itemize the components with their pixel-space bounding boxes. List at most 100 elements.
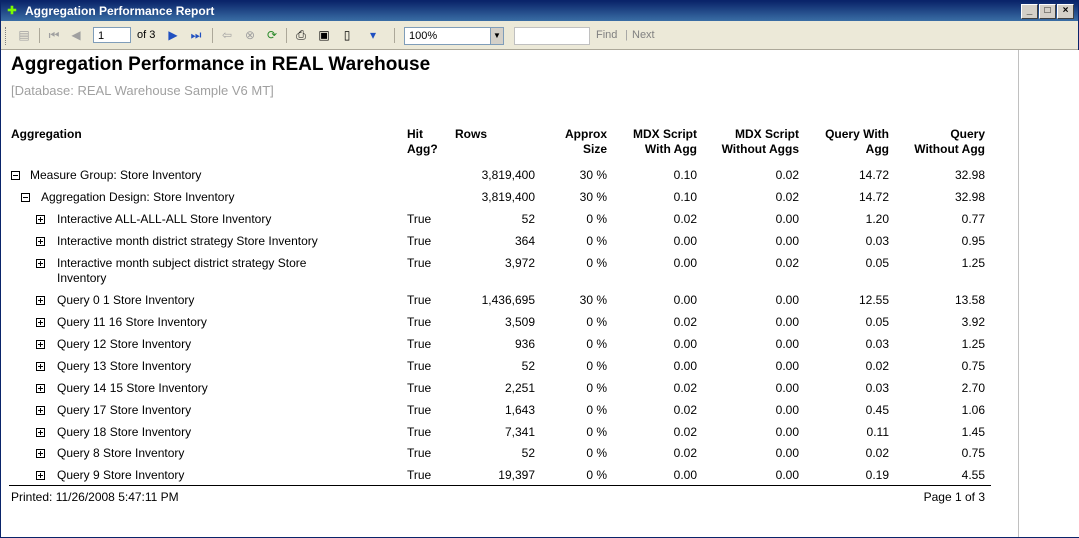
header-qwithout-line2: Without Agg xyxy=(914,142,985,156)
expand-icon[interactable] xyxy=(36,428,45,437)
expand-icon[interactable] xyxy=(36,362,45,371)
cell-rows: 19,397 xyxy=(498,468,535,482)
row-aggregation-name: Query 11 16 Store Inventory xyxy=(57,315,207,329)
cell-rows: 3,509 xyxy=(504,315,535,329)
header-mdx-without-line1: MDX Script xyxy=(734,127,799,141)
header-approx-line1: Approx xyxy=(565,127,607,141)
document-map-icon[interactable]: ▤ xyxy=(18,28,30,42)
next-link[interactable]: Next xyxy=(632,29,655,41)
minimize-button[interactable]: _ xyxy=(1021,4,1038,19)
collapse-icon[interactable] xyxy=(11,171,20,180)
row-aggregation-name: Query 9 Store Inventory xyxy=(57,468,185,482)
cell-mdx-with-agg: 0.02 xyxy=(673,212,697,226)
app-icon: ✚ xyxy=(7,5,17,17)
cell-approx-size: 0 % xyxy=(586,315,607,329)
header-query-with-agg: Query With Agg xyxy=(799,127,889,157)
zoom-value: 100% xyxy=(409,30,438,42)
stop-icon[interactable]: ⊗ xyxy=(244,28,256,42)
expand-icon[interactable] xyxy=(36,237,45,246)
cell-query-without-agg: 0.75 xyxy=(961,446,985,460)
cell-query-with-agg: 0.11 xyxy=(866,425,889,439)
cell-mdx-with-agg: 0.02 xyxy=(673,315,697,329)
find-link[interactable]: Find xyxy=(596,29,618,41)
close-button[interactable]: × xyxy=(1057,4,1074,19)
row-aggregation-name: Measure Group: Store Inventory xyxy=(30,168,202,182)
cell-query-with-agg: 14.72 xyxy=(858,190,889,204)
toolbar-separator xyxy=(212,28,213,43)
page-of-label: of 3 xyxy=(137,27,155,43)
report-body: Aggregation Performance in REAL Warehous… xyxy=(1,50,1018,537)
cell-query-with-agg: 0.02 xyxy=(865,446,889,460)
expand-icon[interactable] xyxy=(36,259,45,268)
cell-mdx-without-aggs: 0.00 xyxy=(775,446,799,460)
cell-mdx-with-agg: 0.02 xyxy=(673,446,697,460)
page-indicator: Page 1 of 3 xyxy=(923,490,985,504)
row-aggregation-name: Interactive month subject district strat… xyxy=(57,256,307,270)
row-aggregation-name: Query 14 15 Store Inventory xyxy=(57,381,208,395)
first-page-icon[interactable]: ⏮ xyxy=(48,28,60,42)
row-aggregation-name: Query 18 Store Inventory xyxy=(57,425,192,439)
chevron-down-icon[interactable]: ▼ xyxy=(490,28,503,44)
cell-hit-agg: True xyxy=(407,256,432,270)
cell-rows: 52 xyxy=(521,212,535,226)
cell-mdx-with-agg: 0.00 xyxy=(673,359,697,373)
cell-approx-size: 0 % xyxy=(586,425,607,439)
window-title: Aggregation Performance Report xyxy=(25,4,215,18)
expand-icon[interactable] xyxy=(36,340,45,349)
cell-hit-agg: True xyxy=(407,234,432,248)
expand-icon[interactable] xyxy=(36,296,45,305)
maximize-button[interactable]: □ xyxy=(1039,4,1056,19)
cell-query-without-agg: 1.25 xyxy=(961,256,985,270)
cell-query-without-agg: 0.75 xyxy=(961,359,985,373)
cell-approx-size: 0 % xyxy=(586,337,607,351)
row-aggregation-name: Interactive month district strategy Stor… xyxy=(57,234,318,248)
cell-mdx-without-aggs: 0.02 xyxy=(775,168,799,182)
back-icon[interactable]: ⇦ xyxy=(221,28,233,42)
cell-query-with-agg: 0.03 xyxy=(865,234,889,248)
expand-icon[interactable] xyxy=(36,215,45,224)
find-input[interactable] xyxy=(514,27,590,45)
current-page-input[interactable]: 1 xyxy=(93,27,131,43)
of-label: of xyxy=(137,29,147,41)
last-page-icon[interactable]: ⏭ xyxy=(190,28,202,42)
row-aggregation-name: Interactive ALL-ALL-ALL Store Inventory xyxy=(57,212,272,226)
cell-mdx-with-agg: 0.02 xyxy=(673,425,697,439)
zoom-select[interactable]: 100% ▼ xyxy=(404,27,504,45)
collapse-icon[interactable] xyxy=(21,193,30,202)
print-layout-icon[interactable]: ▣ xyxy=(318,28,330,42)
row-aggregation-name: Query 17 Store Inventory xyxy=(57,403,192,417)
cell-rows: 2,251 xyxy=(504,381,535,395)
cell-approx-size: 0 % xyxy=(586,446,607,460)
export-icon[interactable]: ▾ xyxy=(369,28,377,42)
print-icon[interactable]: ⎙ xyxy=(296,28,306,42)
header-hit-agg-line2: Agg? xyxy=(407,142,438,156)
cell-hit-agg: True xyxy=(407,212,432,226)
page-setup-icon[interactable]: ▯ xyxy=(343,28,351,42)
row-aggregation-name: Query 13 Store Inventory xyxy=(57,359,192,373)
cell-mdx-without-aggs: 0.02 xyxy=(775,256,799,270)
cell-rows: 1,643 xyxy=(504,403,535,417)
cell-mdx-without-aggs: 0.00 xyxy=(775,403,799,417)
next-page-icon[interactable]: ▶ xyxy=(168,28,178,42)
cell-rows: 3,819,400 xyxy=(481,168,535,182)
cell-approx-size: 0 % xyxy=(586,403,607,417)
expand-icon[interactable] xyxy=(36,406,45,415)
expand-icon[interactable] xyxy=(36,449,45,458)
cell-query-without-agg: 4.55 xyxy=(961,468,985,482)
previous-page-icon[interactable]: ◀ xyxy=(71,28,81,42)
refresh-icon[interactable]: ⟳ xyxy=(266,28,278,42)
cell-query-with-agg: 0.05 xyxy=(865,315,889,329)
cell-rows: 364 xyxy=(514,234,535,248)
expand-icon[interactable] xyxy=(36,318,45,327)
find-separator: | xyxy=(625,29,628,41)
cell-mdx-with-agg: 0.00 xyxy=(673,234,697,248)
cell-query-with-agg: 12.55 xyxy=(858,293,889,307)
printed-timestamp: Printed: 11/26/2008 5:47:11 PM xyxy=(11,490,179,504)
cell-approx-size: 30 % xyxy=(579,190,607,204)
expand-icon[interactable] xyxy=(36,384,45,393)
expand-icon[interactable] xyxy=(36,471,45,480)
header-mdx-without-aggs: MDX Script Without Aggs xyxy=(697,127,799,157)
cell-approx-size: 0 % xyxy=(586,359,607,373)
header-aggregation: Aggregation xyxy=(11,127,82,141)
